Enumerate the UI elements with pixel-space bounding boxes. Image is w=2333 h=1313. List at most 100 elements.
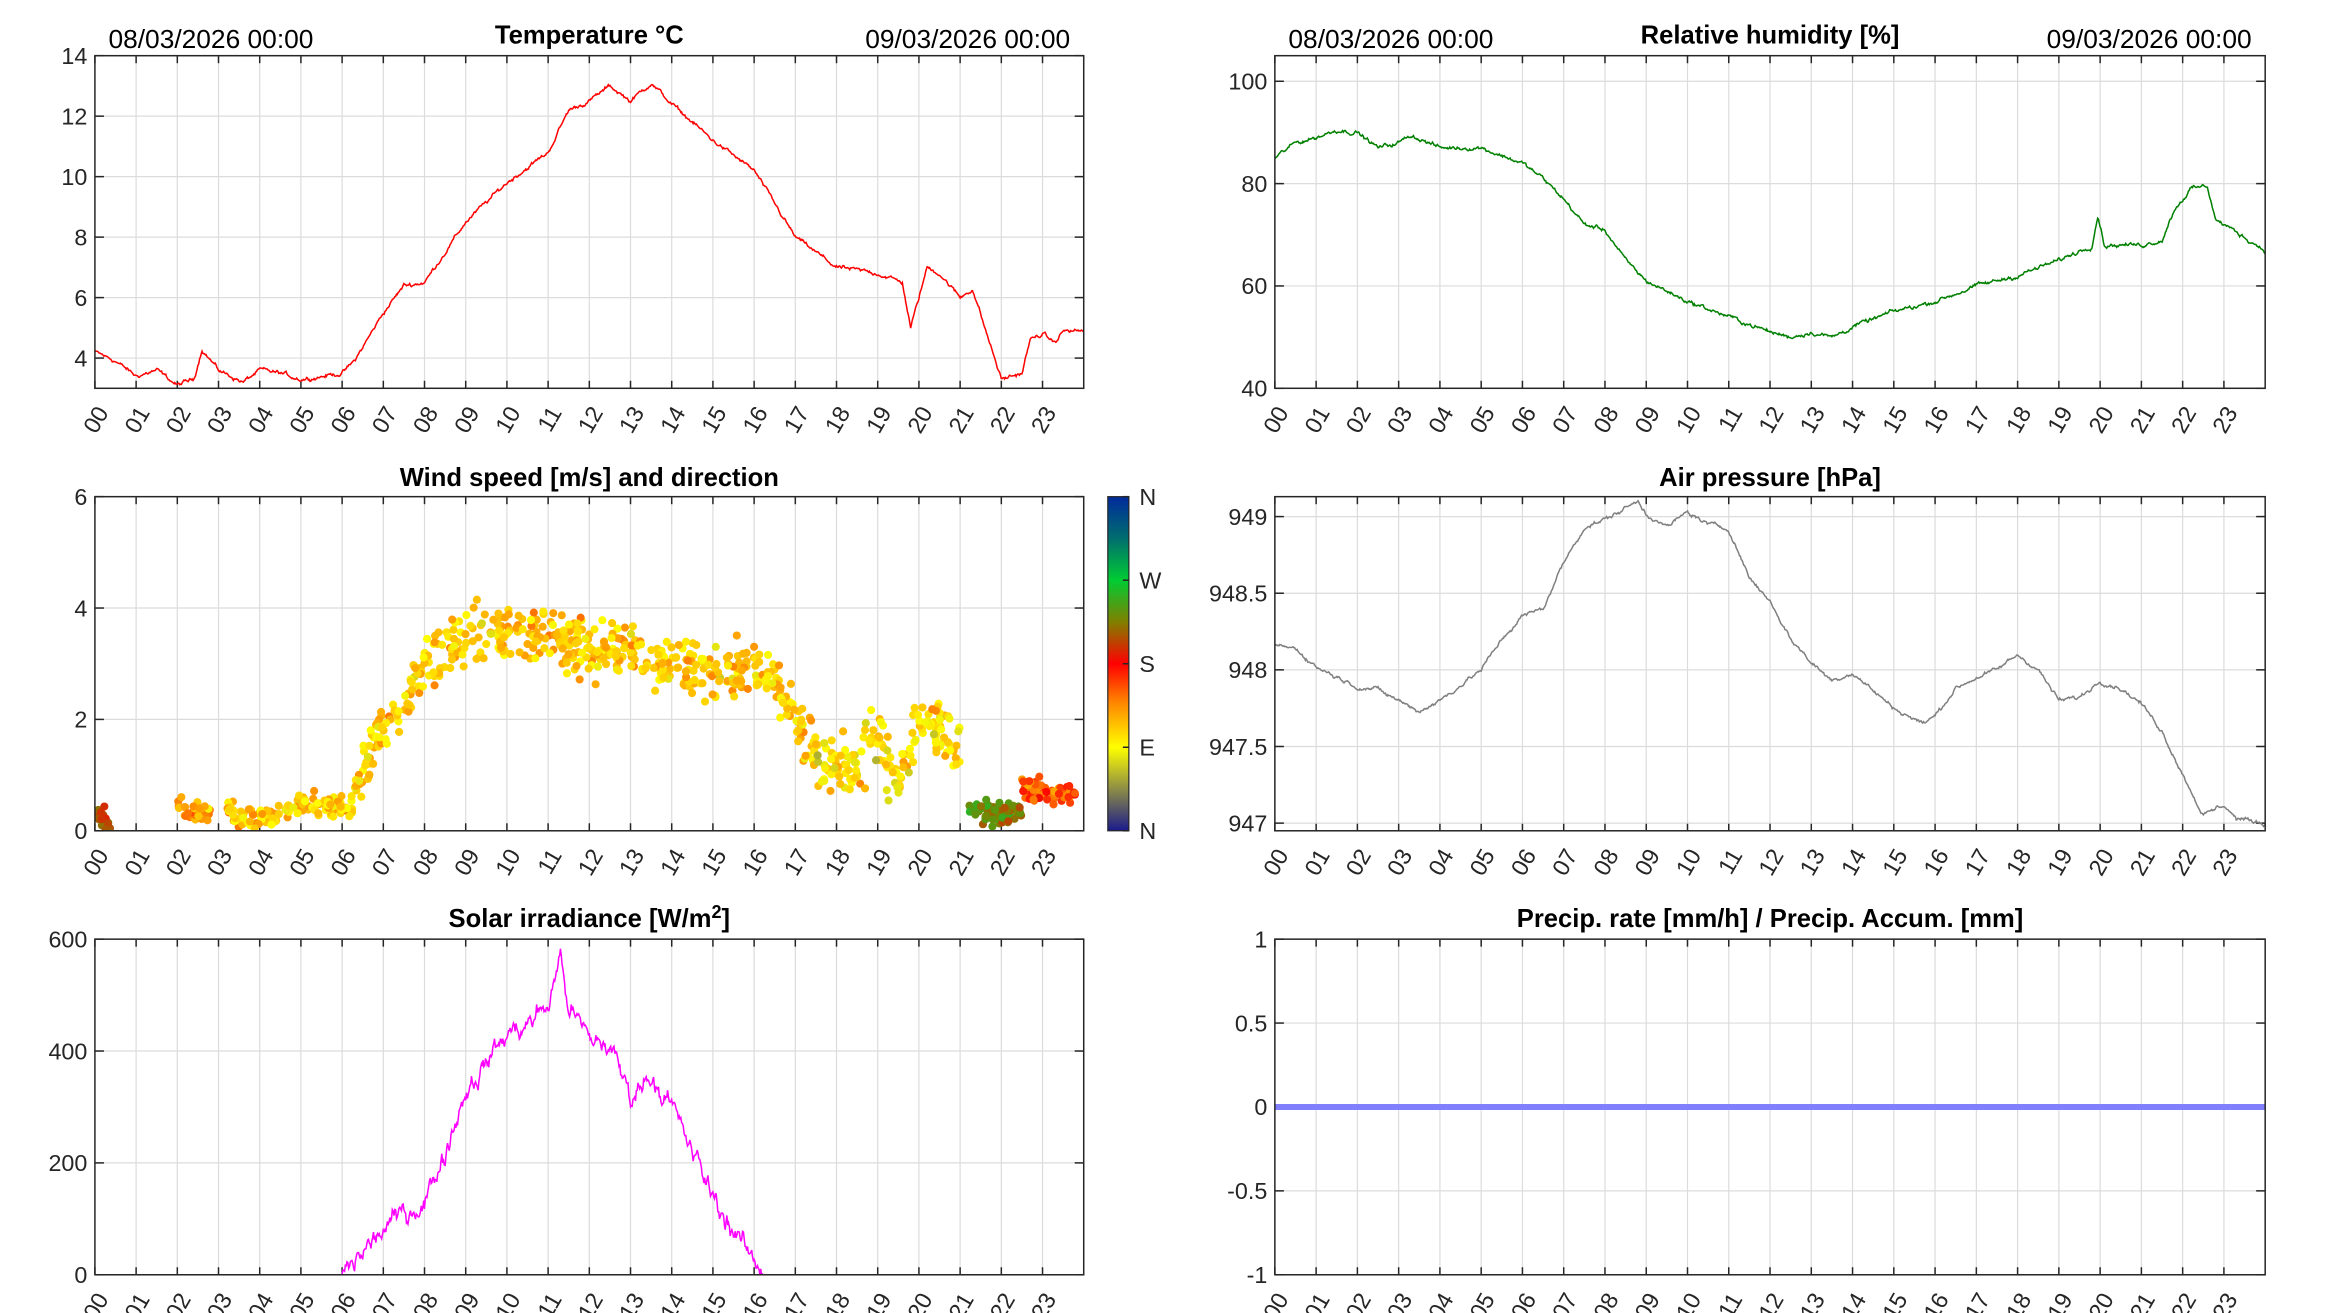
x-tick-label: 10 bbox=[1671, 1288, 1706, 1313]
wind-data-point bbox=[626, 629, 636, 639]
x-tick-label: 04 bbox=[1423, 1288, 1458, 1313]
wind-data-point bbox=[496, 643, 505, 652]
x-tick-label: 21 bbox=[2125, 402, 2160, 437]
wind-data-point bbox=[774, 661, 784, 670]
wind-data-point bbox=[581, 634, 590, 643]
pressure-axes-box bbox=[1274, 495, 2266, 832]
precip-title: Precip. rate [mm/h] / Precip. Accum. [mm… bbox=[1517, 905, 2024, 933]
wind-data-point bbox=[295, 791, 304, 800]
x-tick-label: 09 bbox=[1629, 844, 1664, 879]
wind-data-point bbox=[1019, 777, 1028, 786]
wind-data-point bbox=[268, 814, 277, 823]
wind-data-point bbox=[446, 663, 455, 673]
pressure-title: Air pressure [hPa] bbox=[1659, 464, 1881, 492]
x-tick-label: 16 bbox=[737, 844, 772, 879]
y-tick-label: 100 bbox=[1228, 69, 1267, 95]
wind-data-point bbox=[794, 726, 803, 735]
wind-data-point bbox=[827, 770, 836, 779]
end-date-label-right: 09/03/2026 00:00 bbox=[2047, 24, 2252, 54]
x-tick-label: 02 bbox=[1341, 844, 1376, 879]
wind-data-point bbox=[857, 747, 866, 756]
y-tick-label: 8 bbox=[74, 224, 87, 250]
x-tick-label: 00 bbox=[1258, 844, 1293, 879]
wind-data-point bbox=[514, 611, 523, 620]
x-tick-label: 08 bbox=[408, 1288, 443, 1313]
wind-data-point bbox=[910, 703, 919, 712]
wind-data-point bbox=[599, 637, 609, 646]
wind-data-point bbox=[474, 633, 483, 642]
wind-data-point bbox=[274, 801, 283, 810]
wind-data-point bbox=[735, 658, 744, 667]
wind-data-point bbox=[593, 648, 602, 657]
wind-data-point bbox=[884, 796, 893, 805]
wind-data-point bbox=[361, 761, 370, 770]
x-tick-label: 14 bbox=[1836, 402, 1871, 437]
wind-data-point bbox=[778, 698, 788, 707]
wind-data-point bbox=[620, 623, 629, 632]
wind-data-point bbox=[628, 622, 637, 631]
wind-data-point bbox=[472, 595, 481, 604]
wind-data-point bbox=[755, 650, 764, 659]
x-tick-label: 07 bbox=[367, 1288, 402, 1313]
wind-data-point bbox=[489, 615, 498, 624]
wind-data-point bbox=[359, 741, 368, 750]
wind-data-point bbox=[477, 619, 486, 628]
x-tick-label: 00 bbox=[1258, 402, 1293, 437]
humidity-series-line bbox=[1274, 129, 2266, 340]
wind-data-point bbox=[633, 641, 642, 650]
wind-title: Wind speed [m/s] and direction bbox=[400, 464, 779, 492]
x-tick-label: 15 bbox=[1877, 1288, 1912, 1313]
wind-data-point bbox=[945, 714, 954, 723]
x-tick-label: 22 bbox=[2166, 402, 2201, 437]
wind-data-point bbox=[827, 754, 836, 764]
solar-title-superscript: 2 bbox=[712, 902, 722, 922]
wind-data-point bbox=[894, 788, 903, 797]
x-tick-label: 06 bbox=[325, 1288, 360, 1313]
wind-data-point bbox=[681, 637, 691, 646]
wind-data-point bbox=[865, 736, 874, 745]
wind-data-point bbox=[355, 776, 364, 786]
x-tick-label: 20 bbox=[2083, 1288, 2118, 1313]
wind-data-point bbox=[548, 620, 557, 630]
y-tick-label: 200 bbox=[48, 1150, 87, 1176]
wind-data-point bbox=[620, 644, 629, 653]
x-tick-label: 05 bbox=[1464, 402, 1499, 437]
x-tick-label: 10 bbox=[490, 844, 525, 879]
wind-data-point bbox=[1065, 782, 1074, 791]
wind-data-point bbox=[782, 710, 791, 719]
wind-data-point bbox=[859, 733, 868, 742]
wind-data-point bbox=[836, 751, 845, 760]
wind-data-point bbox=[459, 662, 468, 671]
wind-data-point bbox=[651, 686, 660, 695]
wind-data-point bbox=[557, 611, 566, 620]
wind-data-point bbox=[898, 749, 907, 759]
solar-axes-box bbox=[94, 938, 1085, 1276]
wind-data-point bbox=[951, 753, 960, 763]
wind-data-point bbox=[529, 608, 538, 617]
wind-data-point bbox=[941, 751, 950, 760]
wind-data-point bbox=[194, 812, 203, 821]
precip-axes-box bbox=[1274, 938, 2266, 1276]
x-tick-label: 09 bbox=[449, 844, 484, 879]
x-tick-label: 10 bbox=[490, 402, 525, 437]
wind-data-point bbox=[776, 713, 785, 722]
wind-data-point bbox=[905, 744, 914, 753]
wind-data-point bbox=[515, 648, 524, 657]
wind-data-point bbox=[469, 603, 478, 612]
wind-data-point bbox=[394, 707, 403, 716]
wind-data-point bbox=[225, 804, 234, 813]
wind-data-point bbox=[401, 691, 410, 700]
x-tick-label: 02 bbox=[161, 402, 196, 437]
wind-data-point bbox=[591, 680, 600, 689]
wind-data-point bbox=[404, 707, 413, 716]
wind-data-point bbox=[939, 733, 949, 742]
wind-data-point bbox=[692, 660, 701, 669]
colorbar-label-e: E bbox=[1139, 735, 1155, 761]
wind-data-point bbox=[751, 671, 761, 680]
wind-data-point bbox=[100, 802, 109, 811]
solar-series-line bbox=[94, 948, 1084, 1275]
wind-data-point bbox=[909, 758, 918, 767]
wind-data-point bbox=[762, 684, 771, 693]
x-tick-label: 02 bbox=[161, 844, 196, 879]
wind-data-point bbox=[274, 810, 283, 819]
